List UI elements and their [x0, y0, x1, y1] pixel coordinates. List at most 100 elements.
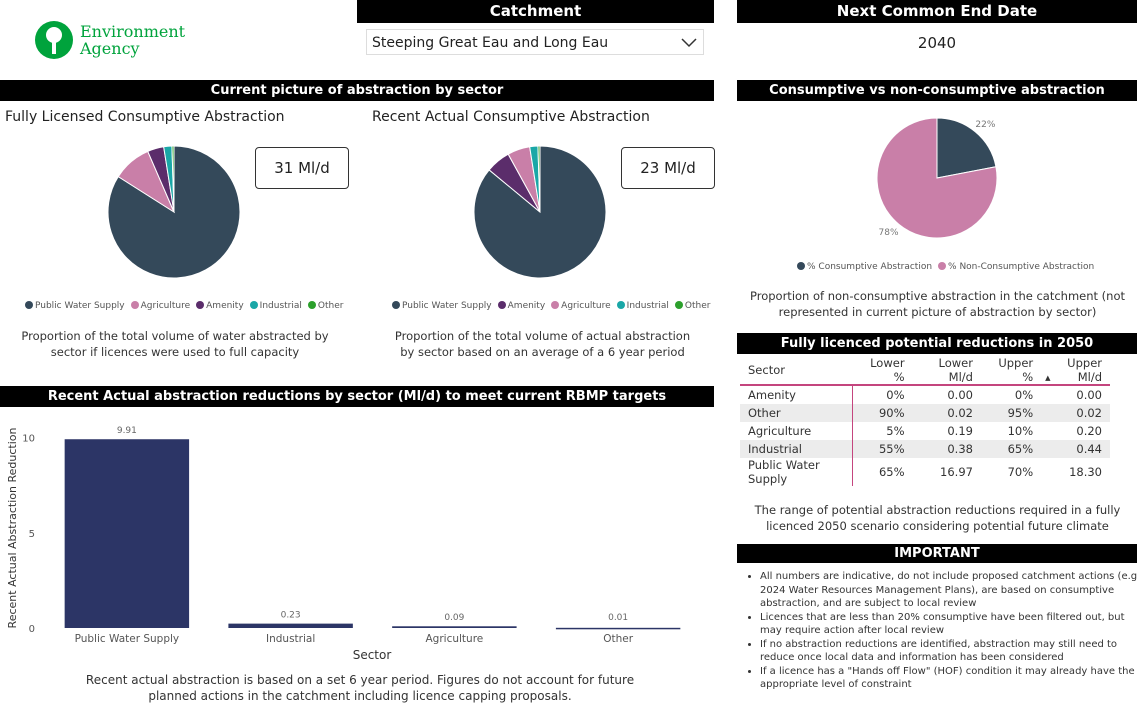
legend-item[interactable]: % Non-Consumptive Abstraction [938, 262, 1094, 272]
table-cell: Industrial [740, 440, 854, 458]
logo-line2: Agency [80, 39, 140, 58]
recent-actual-caption: Proportion of the total volume of actual… [394, 329, 691, 359]
consumptive-header: Consumptive vs non-consumptive abstracti… [737, 80, 1137, 101]
legend-label: % Non-Consumptive Abstraction [948, 262, 1095, 272]
y-tick-label: 5 [29, 529, 35, 540]
bar-other[interactable] [555, 627, 681, 630]
legend-dot-icon [25, 301, 33, 309]
column-header[interactable]: Lower Ml/d [938, 356, 973, 384]
pie-slice--non-consumptive-abstraction[interactable] [876, 117, 998, 239]
legend-dot-icon [674, 301, 683, 309]
table-row: Amenity 0% 0.00 0% 0.00 [740, 385, 1110, 404]
column-header[interactable]: Upper Ml/d ▲ [1045, 356, 1102, 384]
legend-label: Industrial [626, 301, 669, 311]
table-cell: Public Water Supply [740, 458, 854, 486]
chevron-down-icon [681, 38, 697, 48]
table-cell: 0.38 [947, 442, 973, 456]
catchment-selected: Steeping Great Eau and Long Eau [372, 35, 609, 51]
pie-data-label: 78% [879, 228, 899, 238]
reductions-caption: The range of potential abstraction reduc… [754, 503, 1121, 533]
logo-icon [35, 21, 73, 59]
legend-dot-icon [497, 301, 506, 309]
table-cell: 65% [1007, 442, 1034, 456]
table-cell: 0.20 [1076, 424, 1102, 438]
table-cell: 55% [878, 442, 905, 456]
important-list: All numbers are indicative, do not inclu… [748, 570, 1137, 692]
table-cell: 0.00 [1076, 388, 1102, 402]
legend-dot-icon [392, 301, 400, 309]
column-header[interactable]: Upper % [998, 356, 1034, 384]
table-cell: 0% [886, 388, 905, 402]
legend-label: Amenity [507, 301, 546, 311]
pie-data-label: 22% [975, 120, 995, 130]
recent-actual-kpi: 23 Ml/d [621, 147, 715, 189]
pie-slice-other[interactable] [537, 145, 541, 213]
table-row: Agriculture 5% 0.19 10% 0.20 [740, 422, 1110, 440]
bar-data-label: 9.91 [117, 426, 137, 436]
full-licensed-pie [107, 145, 241, 279]
legend-item[interactable]: Agriculture [551, 301, 611, 311]
pie-slice--consumptive-abstraction[interactable] [936, 117, 997, 179]
legend-dot-icon [196, 301, 205, 309]
bar-data-label: 0.23 [281, 611, 301, 621]
legend-item[interactable]: Public Water Supply [25, 301, 125, 311]
consumptive-caption: Proportion of non-consumptive abstractio… [750, 289, 1126, 319]
y-tick-label: 0 [29, 624, 35, 635]
end-date-value: 2040 [917, 34, 957, 52]
important-item: If a licence has a "Hands off Flow" (HOF… [760, 665, 1137, 692]
table-cell: 18.30 [1069, 465, 1102, 479]
column-header[interactable]: Sector [748, 363, 785, 377]
logo-line1: Environment [80, 22, 186, 41]
environment-agency-logo: Environment Agency [34, 20, 185, 60]
reductions-table: Sector Lower % Lower Ml/d Upper % Upper Ml/d… [740, 356, 1110, 486]
table-cell: 70% [1007, 465, 1034, 479]
x-tick-label: Agriculture [426, 633, 484, 645]
catchment-header: Catchment [357, 0, 714, 23]
x-axis-label: Sector [353, 648, 392, 662]
table-cell: Agriculture [740, 422, 854, 440]
legend-item[interactable]: Public Water Supply [392, 301, 492, 311]
legend-label: Agriculture [561, 301, 611, 311]
legend-item[interactable]: Industrial [616, 301, 669, 311]
pie-slice-other[interactable] [171, 145, 175, 213]
x-tick-label: Other [603, 633, 633, 645]
legend-item[interactable]: Other [307, 301, 343, 311]
full-licensed-caption: Proportion of the total volume of water … [21, 329, 329, 359]
legend-dot-icon [797, 262, 805, 270]
legend-item[interactable]: % Consumptive Abstraction [797, 262, 932, 272]
column-header[interactable]: Lower % [870, 356, 905, 384]
table-cell: 10% [1007, 424, 1034, 438]
legend-dot-icon [616, 301, 625, 309]
consumptive-legend: % Consumptive Abstraction % Non-Consumpti… [797, 262, 1094, 272]
legend-item[interactable]: Agriculture [130, 301, 190, 311]
legend-item[interactable]: Amenity [497, 301, 546, 311]
table-cell: 90% [878, 406, 905, 420]
catchment-dropdown[interactable]: Steeping Great Eau and Long Eau [366, 29, 704, 55]
y-tick-label: 10 [22, 434, 35, 445]
recent-actual-legend: Public Water Supply Amenity Agriculture Ind… [392, 301, 710, 311]
legend-item[interactable]: Other [674, 301, 710, 311]
legend-dot-icon [938, 262, 947, 270]
table-cell: 0.00 [947, 388, 973, 402]
bar-agriculture[interactable] [392, 626, 517, 628]
legend-label: Industrial [259, 301, 302, 311]
bar-data-label: 0.09 [444, 613, 464, 623]
full-licensed-title: Fully Licensed Consumptive Abstraction [5, 109, 285, 125]
recent-actual-title: Recent Actual Consumptive Abstraction [372, 109, 650, 125]
full-licensed-legend: Public Water Supply Agriculture Amenity Ind… [25, 301, 343, 311]
table-cell: 0% [1014, 388, 1034, 402]
bar-industrial[interactable] [228, 623, 353, 628]
y-axis-label: Recent Actual Abstraction Reduction [6, 428, 19, 629]
legend-item[interactable]: Industrial [249, 301, 302, 311]
important-item: All numbers are indicative, do not inclu… [760, 570, 1137, 611]
table-row: Industrial 55% 0.38 65% 0.44 [740, 440, 1110, 458]
current-picture-header: Current picture of abstraction by sector [0, 80, 714, 101]
bar-public-water-supply[interactable] [64, 439, 190, 628]
table-cell: 5% [886, 424, 905, 438]
table-cell: 0.19 [947, 424, 973, 438]
bar-data-label: 0.01 [608, 613, 628, 623]
important-item: Licences that are less than 20% consumpt… [760, 611, 1137, 638]
legend-item[interactable]: Amenity [196, 301, 244, 311]
legend-dot-icon [249, 301, 258, 309]
